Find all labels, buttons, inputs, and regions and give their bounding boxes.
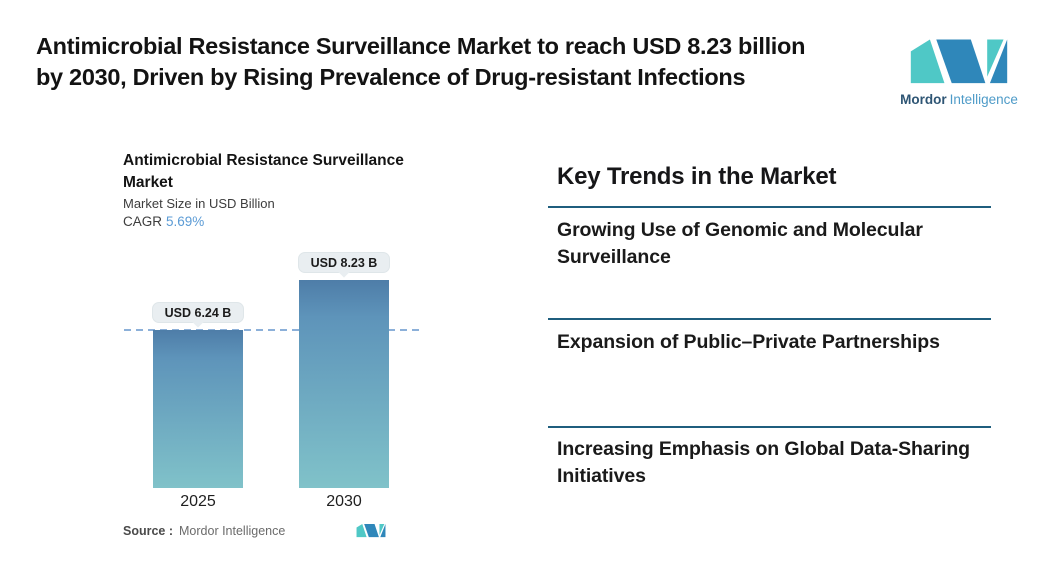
trends-heading: Key Trends in the Market <box>557 163 837 190</box>
value-label-2025: USD 6.24 B <box>152 302 244 328</box>
page-title: Antimicrobial Resistance Surveillance Ma… <box>36 31 916 94</box>
brand-name: Mordor Intelligence <box>900 92 1018 107</box>
value-label-2030-text: USD 8.23 B <box>310 255 378 270</box>
source-label: Source : <box>123 524 174 538</box>
source-line: Source : Mordor Intelligence <box>123 524 285 538</box>
trend-divider <box>548 318 991 320</box>
trend-item-data-sharing-initiatives: Increasing Emphasis on Global Data-Shari… <box>557 438 970 487</box>
chart-title: Antimicrobial Resistance Surveillance Ma… <box>123 150 433 193</box>
brand-block: Mordor Intelligence <box>893 31 1025 107</box>
bar-2030 <box>299 280 389 488</box>
reference-dashed-line <box>124 329 423 331</box>
trend-divider <box>548 426 991 428</box>
chart-cagr: CAGR 5.69% <box>123 214 204 229</box>
bar-2025 <box>153 330 243 488</box>
mordor-intelligence-logo-small-icon <box>356 521 386 544</box>
mordor-intelligence-logo-icon <box>909 31 1009 88</box>
x-axis-label-2025: 2025 <box>180 493 216 510</box>
trend-item-genomic-surveillance: Growing Use of Genomic and Molecular Sur… <box>557 219 923 268</box>
cagr-label: CAGR <box>123 214 163 229</box>
chart-title-line-2: Market <box>123 173 173 191</box>
trend-divider <box>548 206 991 208</box>
source-value: Mordor Intelligence <box>179 524 286 538</box>
brand-name-bold: Mordor <box>900 92 947 107</box>
value-label-2025-text: USD 6.24 B <box>164 305 232 320</box>
chart-title-line-1: Antimicrobial Resistance Surveillance <box>123 152 404 169</box>
brand-name-light: Intelligence <box>949 92 1018 107</box>
x-axis-label-2030: 2030 <box>326 493 362 510</box>
value-label-2030: USD 8.23 B <box>298 252 390 278</box>
trend-item-public-private-partnerships: Expansion of Public–Private Partnerships <box>557 331 940 353</box>
chart-subtitle: Market Size in USD Billion <box>123 196 275 211</box>
cagr-value: 5.69% <box>166 214 205 229</box>
page-title-line-2: by 2030, Driven by Rising Prevalence of … <box>36 64 746 91</box>
page-title-line-1: Antimicrobial Resistance Surveillance Ma… <box>36 33 806 59</box>
